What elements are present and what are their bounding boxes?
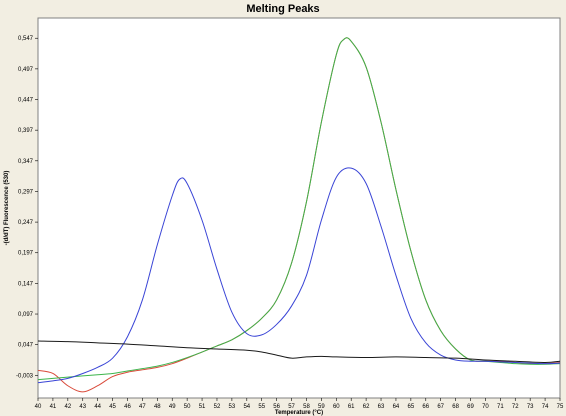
y-tick-label: 0,097 (18, 312, 34, 318)
x-tick-label: 71 (497, 404, 504, 410)
x-tick-label: 43 (79, 404, 86, 410)
x-tick-label: 48 (154, 404, 161, 410)
y-tick-label: 0,047 (18, 343, 34, 349)
x-tick-label: 45 (109, 404, 116, 410)
y-tick-label: 0,547 (18, 36, 34, 42)
x-tick-label: 60 (333, 404, 340, 410)
y-tick-label: -0,003 (16, 373, 34, 379)
y-tick-label: 0,347 (18, 159, 34, 165)
x-tick-label: 65 (408, 404, 415, 410)
x-tick-label: 67 (437, 404, 444, 410)
x-tick-label: 69 (467, 404, 474, 410)
x-tick-label: 72 (512, 404, 519, 410)
x-tick-label: 75 (557, 404, 564, 410)
series-line-3 (37, 167, 561, 384)
x-tick-label: 46 (124, 404, 131, 410)
x-tick-label: 58 (303, 404, 310, 410)
x-tick-label: 53 (229, 404, 236, 410)
x-tick-label: 49 (169, 404, 176, 410)
y-tick-label: 0,497 (18, 67, 34, 73)
x-tick-label: 50 (184, 404, 191, 410)
x-tick-label: 63 (378, 404, 385, 410)
x-axis-label: Temperature (°C) (275, 410, 323, 416)
series-line-4 (37, 340, 561, 363)
chart-title: Melting Peaks (246, 3, 320, 15)
y-tick-label: 0,447 (18, 98, 34, 104)
plot-area (37, 17, 561, 399)
x-tick-label: 59 (318, 404, 325, 410)
x-tick-label: 56 (273, 404, 280, 410)
y-tick-label: 0,397 (18, 128, 34, 134)
x-tick-label: 44 (94, 404, 101, 410)
x-tick-label: 64 (393, 404, 400, 410)
y-tick-label: 0,197 (18, 251, 34, 257)
x-tick-label: 47 (139, 404, 146, 410)
x-tick-label: 51 (199, 404, 206, 410)
y-tick-label: 0,147 (18, 281, 34, 287)
x-tick-label: 55 (258, 404, 265, 410)
x-tick-label: 68 (452, 404, 459, 410)
y-tick-label: 0,247 (18, 220, 34, 226)
x-tick-label: 61 (348, 404, 355, 410)
x-tick-label: 52 (214, 404, 221, 410)
y-tick-label: 0,297 (18, 189, 34, 195)
x-tick-label: 66 (422, 404, 429, 410)
series-line-2 (37, 37, 561, 381)
x-tick-label: 74 (542, 404, 549, 410)
x-tick-label: 73 (527, 404, 534, 410)
x-tick-label: 70 (482, 404, 489, 410)
x-tick-label: 57 (288, 404, 295, 410)
y-axis-label: -(d/dT) Fluorescence (530) (4, 171, 10, 246)
x-tick-label: 62 (363, 404, 370, 410)
x-tick-label: 54 (243, 404, 250, 410)
x-tick-label: 41 (50, 404, 57, 410)
x-tick-label: 40 (35, 404, 42, 410)
x-tick-label: 42 (64, 404, 71, 410)
